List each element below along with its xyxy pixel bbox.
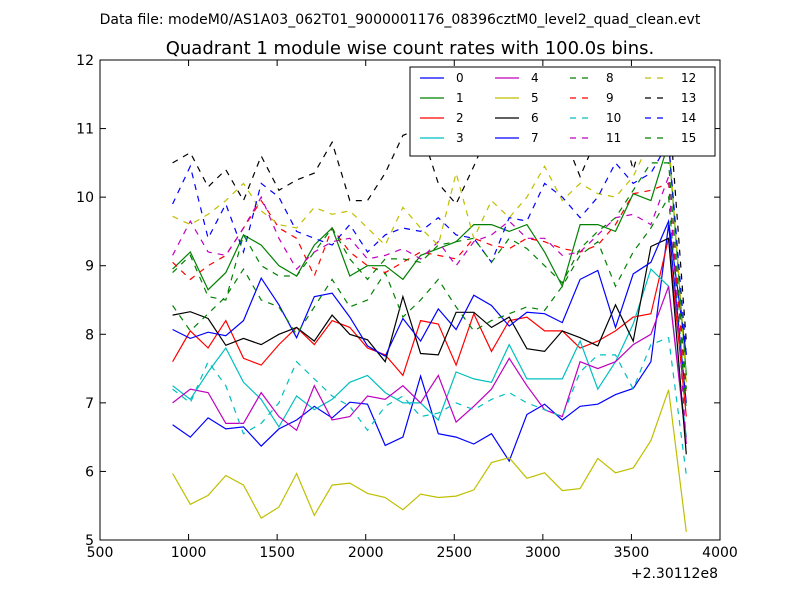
plot-frame bbox=[99, 59, 721, 541]
series-layer bbox=[172, 100, 687, 532]
legend-label-0: 0 bbox=[456, 71, 464, 85]
series-line-11 bbox=[172, 176, 687, 445]
legend-label-3: 3 bbox=[456, 131, 464, 145]
legend-label-15: 15 bbox=[681, 131, 696, 145]
x-tick-label: 2000 bbox=[348, 545, 384, 561]
series-line-5 bbox=[172, 389, 687, 532]
y-tick-label: 11 bbox=[76, 122, 94, 138]
legend-label-7: 7 bbox=[531, 131, 539, 145]
legend-label-4: 4 bbox=[531, 71, 539, 85]
x-tick-label: 500 bbox=[87, 545, 114, 561]
y-tick-label: 12 bbox=[76, 53, 94, 69]
chart-title: Quadrant 1 module wise count rates with … bbox=[166, 38, 655, 59]
y-tick-label: 6 bbox=[85, 464, 94, 480]
legend-label-8: 8 bbox=[606, 71, 614, 85]
x-offset-label: +2.30112e8 bbox=[631, 566, 718, 582]
series-line-10 bbox=[172, 336, 687, 475]
legend-label-12: 12 bbox=[681, 71, 696, 85]
series-line-0 bbox=[172, 224, 687, 463]
legend-box bbox=[409, 66, 716, 157]
x-tick-label: 3500 bbox=[614, 545, 650, 561]
legend-label-13: 13 bbox=[681, 91, 696, 105]
series-line-6 bbox=[172, 237, 687, 455]
y-tick-label: 9 bbox=[85, 259, 94, 275]
series-line-14 bbox=[172, 140, 687, 355]
series-line-4 bbox=[172, 286, 687, 445]
series-line-9 bbox=[172, 182, 687, 397]
x-tick-label: 2500 bbox=[436, 545, 472, 561]
legend-label-14: 14 bbox=[681, 111, 696, 125]
y-tick-label: 5 bbox=[85, 533, 94, 549]
series-line-15 bbox=[172, 162, 687, 390]
figure-suptitle: Data file: modeM0/AS1A03_062T01_90000011… bbox=[100, 12, 701, 28]
x-tick-label: 4000 bbox=[702, 545, 738, 561]
legend-label-2: 2 bbox=[456, 111, 464, 125]
ticks-layer: 500 1000 1500 2000 2500 3000 3500 4000567891011… bbox=[76, 53, 738, 561]
series-line-7 bbox=[172, 218, 687, 358]
x-tick-label: 1000 bbox=[171, 545, 207, 561]
series-line-1 bbox=[172, 142, 687, 376]
legend-label-1: 1 bbox=[456, 91, 464, 105]
y-tick-label: 7 bbox=[85, 396, 94, 412]
legend-label-6: 6 bbox=[531, 111, 539, 125]
legend-label-10: 10 bbox=[606, 111, 621, 125]
legend-label-11: 11 bbox=[606, 131, 621, 145]
x-tick-label: 1500 bbox=[259, 545, 295, 561]
legend-label-9: 9 bbox=[606, 91, 614, 105]
legend-label-5: 5 bbox=[531, 91, 539, 105]
y-tick-label: 10 bbox=[76, 190, 94, 206]
x-tick-label: 3000 bbox=[525, 545, 561, 561]
y-tick-label: 8 bbox=[85, 327, 94, 343]
series-line-12 bbox=[172, 134, 687, 383]
series-line-8 bbox=[172, 195, 687, 410]
